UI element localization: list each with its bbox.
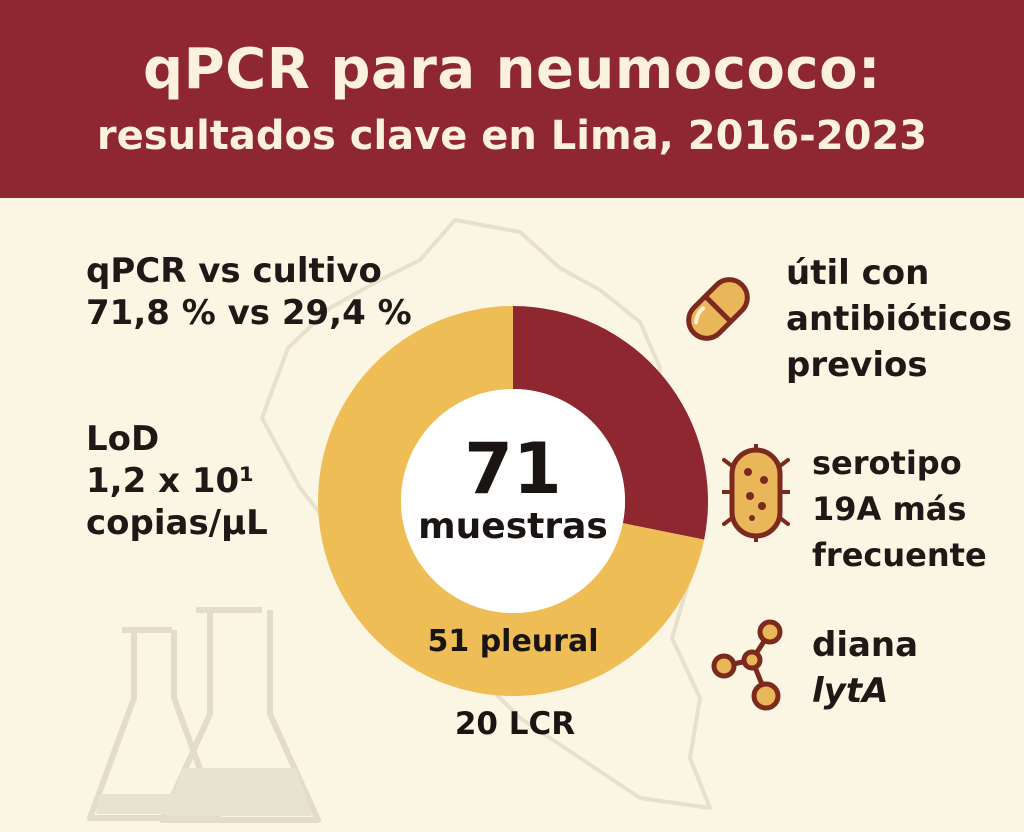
serotype-text-3: frecuente xyxy=(812,536,987,574)
peru-map-outline xyxy=(260,218,712,810)
qpcr-stat-label: qPCR vs cultivo xyxy=(86,251,382,291)
lod-stat-unit: copias/µL xyxy=(86,503,268,543)
qpcr-stat-value: 71,8 % vs 29,4 % xyxy=(86,293,412,333)
slice-label-pleural: 51 pleural xyxy=(427,624,599,659)
target-gene-feature: diana lytA xyxy=(812,622,918,714)
target-gene-name: lytA xyxy=(812,671,889,711)
target-text-1: diana xyxy=(812,625,919,665)
donut-center-value: 71 xyxy=(464,428,562,510)
header-banner: qPCR para neumococo: resultados clave en… xyxy=(0,0,1024,198)
lod-stat-value: 1,2 x 10¹ xyxy=(86,461,255,501)
donut-hole xyxy=(401,389,625,613)
qpcr-vs-culture-stat: qPCR vs cultivo 71,8 % vs 29,4 % xyxy=(86,250,412,334)
donut-slice-lcr xyxy=(513,306,708,540)
donut-chart: 71 muestras 51 pleural xyxy=(318,306,708,696)
slice-label-lcr: 20 LCR xyxy=(454,706,576,742)
antibiotics-text-1: útil con xyxy=(786,253,930,293)
page-title: qPCR para neumococo: xyxy=(143,37,881,102)
bacteria-icon xyxy=(722,444,790,542)
flask-icon xyxy=(87,607,321,823)
lod-stat-label: LoD xyxy=(86,419,160,459)
background-art xyxy=(87,218,712,823)
serotype-text-1: serotipo xyxy=(812,444,962,482)
antibiotics-text-2: antibióticos xyxy=(786,299,1013,339)
serotype-text-2: 19A más xyxy=(812,490,967,528)
molecule-icon xyxy=(711,619,783,711)
page-subtitle: resultados clave en Lima, 2016-2023 xyxy=(96,113,928,159)
antibiotics-text-3: previos xyxy=(786,345,928,385)
lod-stat: LoD 1,2 x 10¹ copias/µL xyxy=(86,418,268,544)
donut-chart-svg xyxy=(318,306,708,696)
donut-slice-pleural xyxy=(318,306,705,696)
serotype-feature: serotipo 19A más frecuente xyxy=(812,440,987,578)
donut-center-label: muestras xyxy=(418,506,608,547)
pill-capsule-icon xyxy=(686,277,750,341)
antibiotics-feature: útil con antibióticos previos xyxy=(786,250,1012,388)
